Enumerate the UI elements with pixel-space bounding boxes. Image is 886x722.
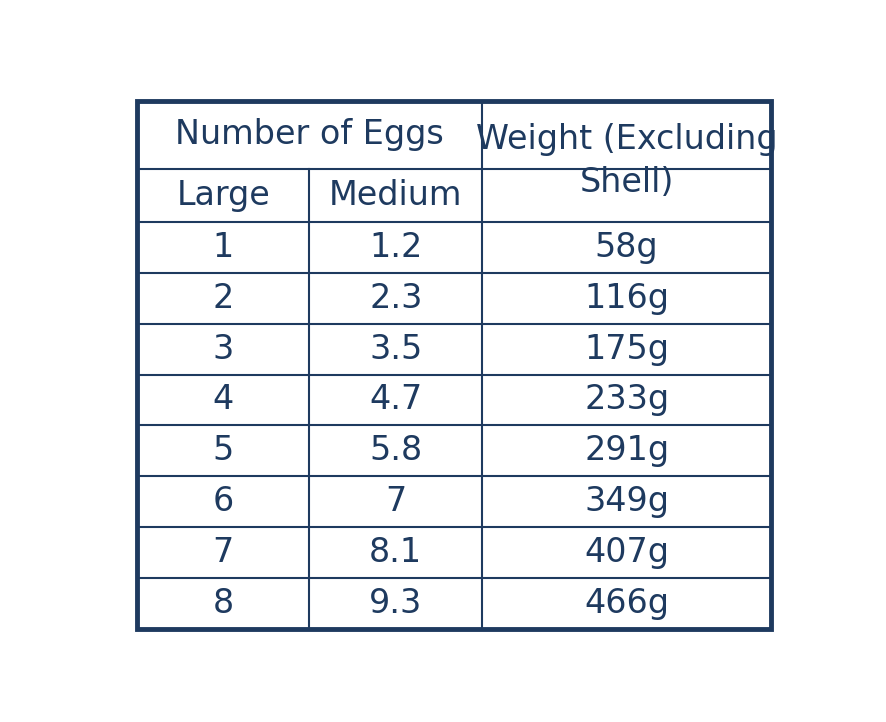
- Text: 7: 7: [385, 485, 407, 518]
- Text: Large: Large: [176, 179, 270, 212]
- Text: 466g: 466g: [584, 587, 669, 619]
- Text: 4: 4: [213, 383, 234, 417]
- Text: Medium: Medium: [329, 179, 462, 212]
- Text: 8.1: 8.1: [369, 536, 423, 569]
- Text: 2.3: 2.3: [369, 282, 423, 315]
- Text: 5.8: 5.8: [369, 434, 423, 467]
- Text: 291g: 291g: [584, 434, 669, 467]
- Text: 233g: 233g: [584, 383, 669, 417]
- Text: Weight (Excluding
Shell): Weight (Excluding Shell): [476, 123, 777, 199]
- Text: 9.3: 9.3: [369, 587, 423, 619]
- Text: 5: 5: [213, 434, 234, 467]
- Text: 1.2: 1.2: [369, 231, 423, 264]
- Text: 2: 2: [213, 282, 234, 315]
- Text: 58g: 58g: [595, 231, 658, 264]
- Text: 6: 6: [213, 485, 234, 518]
- Text: Number of Eggs: Number of Eggs: [175, 118, 444, 152]
- Text: 8: 8: [213, 587, 234, 619]
- Text: 3: 3: [213, 333, 234, 365]
- Text: 349g: 349g: [584, 485, 669, 518]
- Text: 407g: 407g: [584, 536, 669, 569]
- Text: 116g: 116g: [584, 282, 669, 315]
- Text: 4.7: 4.7: [369, 383, 423, 417]
- Text: 175g: 175g: [584, 333, 669, 365]
- Text: 7: 7: [213, 536, 234, 569]
- Text: 1: 1: [213, 231, 234, 264]
- Text: 3.5: 3.5: [369, 333, 423, 365]
